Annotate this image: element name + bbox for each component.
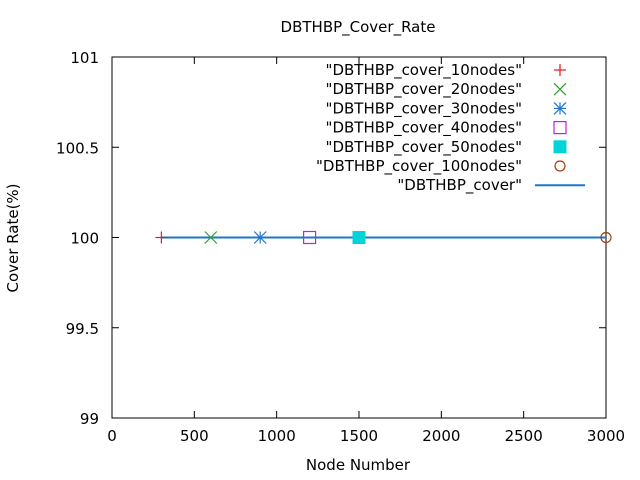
data-point-5-0: [600, 231, 612, 244]
x-axis-label: Node Number: [306, 456, 411, 474]
x-tick-label: 1500: [340, 427, 378, 445]
data-point-1-0: [204, 231, 218, 244]
legend-entry-label: "DBTHBP_cover_20nodes": [326, 80, 522, 99]
y-tick-label: 100: [70, 230, 99, 248]
legend-entry-label: "DBTHBP_cover_30nodes": [326, 99, 522, 118]
legend-marker-sample: [554, 64, 566, 76]
y-axis-label: Cover Rate(%): [4, 183, 22, 292]
x-tick-label: 0: [107, 427, 117, 445]
data-point-3-0: [303, 230, 317, 245]
legend-entry-label: "DBTHBP_cover_40nodes": [326, 119, 522, 138]
legend-marker-sample: [553, 120, 567, 135]
x-tick-label: 2000: [422, 427, 460, 445]
legend-marker-sample: [554, 160, 566, 172]
data-point-2-0: [253, 231, 267, 244]
legend-entry-label: "DBTHBP_cover": [397, 176, 522, 195]
data-point-4-0: [352, 231, 366, 244]
y-tick-label: 99.5: [66, 320, 99, 338]
legend-entry-label: "DBTHBP_cover_10nodes": [326, 61, 522, 80]
legend-entry-label: "DBTHBP_cover_50nodes": [326, 138, 522, 157]
series-layer: [155, 230, 612, 245]
y-tick-label: 99: [80, 410, 99, 428]
x-tick-label: 2500: [505, 427, 543, 445]
legend: "DBTHBP_cover_10nodes""DBTHBP_cover_20no…: [316, 61, 585, 195]
data-point-0-0: [155, 231, 168, 244]
y-tick-label: 101: [70, 49, 99, 67]
x-tick-label: 3000: [587, 427, 625, 445]
legend-marker-sample: [553, 82, 567, 96]
legend-entry-label: "DBTHBP_cover_100nodes": [316, 157, 522, 176]
y-tick-label: 100.5: [56, 139, 99, 157]
x-tick-label: 500: [180, 427, 209, 445]
legend-marker-sample: [553, 140, 567, 154]
legend-marker-sample: [553, 101, 567, 115]
x-tick-label: 1000: [258, 427, 296, 445]
chart-title: DBTHBP_Cover_Rate: [281, 18, 436, 37]
axis-ticks: 0 500 1000 1500 2000 2500 3000 99 99.5 100 100.5 10…: [56, 49, 625, 445]
